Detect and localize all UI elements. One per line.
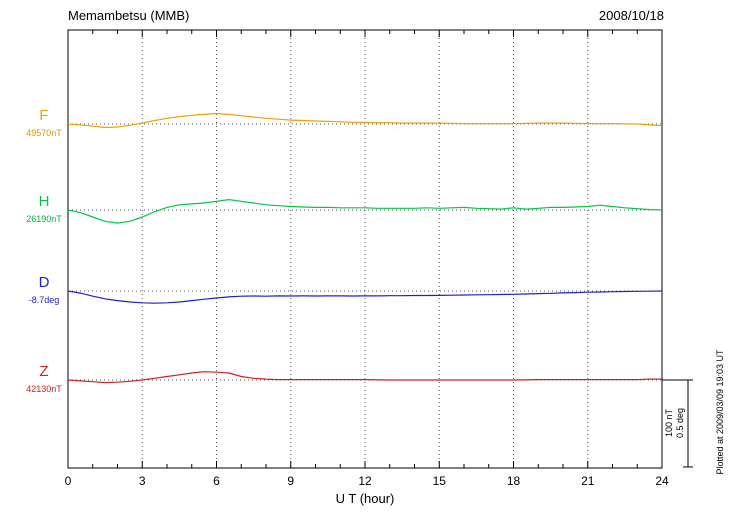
- x-tick-label-24: 24: [655, 474, 669, 488]
- trace-H: [67, 199, 663, 224]
- x-tick-label-9: 9: [287, 474, 294, 488]
- scale-bar-label-nt: 100 nT: [664, 408, 674, 437]
- series-baseline-value-F: 49570nT: [26, 128, 62, 138]
- x-tick-label-0: 0: [65, 474, 72, 488]
- trace-D: [67, 290, 663, 304]
- station-title: Memambetsu (MMB): [68, 8, 190, 23]
- date-label: 2008/10/18: [598, 8, 664, 23]
- trace-Z: [67, 371, 662, 384]
- x-tick-label-15: 15: [433, 474, 447, 488]
- plot-dynamic-content: 0 3 6 9 12 15 18 21 24 F 49570nT H 26190nT D -8.7deg Z 4…: [26, 30, 669, 488]
- x-tick-label-3: 3: [139, 474, 146, 488]
- x-axis-label: U T (hour): [336, 491, 395, 506]
- series-letter-D: D: [39, 274, 50, 291]
- x-tick-label-12: 12: [358, 474, 372, 488]
- x-tick-label-21: 21: [581, 474, 595, 488]
- series-letter-F: F: [39, 107, 48, 124]
- series-baseline-value-H: 26190nT: [26, 214, 62, 224]
- plot-frame: [67, 29, 663, 469]
- trace-F: [67, 112, 663, 129]
- series-baseline-value-D: -8.7deg: [29, 295, 60, 305]
- x-tick-label-18: 18: [507, 474, 521, 488]
- plotted-at-label: Plotted at 2009/03/09 19:03 UT: [715, 349, 725, 475]
- series-letter-H: H: [39, 193, 50, 210]
- scale-bar-label-deg: 0.5 deg: [675, 408, 685, 438]
- x-tick-label-6: 6: [213, 474, 220, 488]
- series-baseline-value-Z: 42130nT: [26, 384, 62, 394]
- series-letter-Z: Z: [39, 363, 48, 380]
- scale-bar: 100 nT 0.5 deg: [662, 379, 693, 468]
